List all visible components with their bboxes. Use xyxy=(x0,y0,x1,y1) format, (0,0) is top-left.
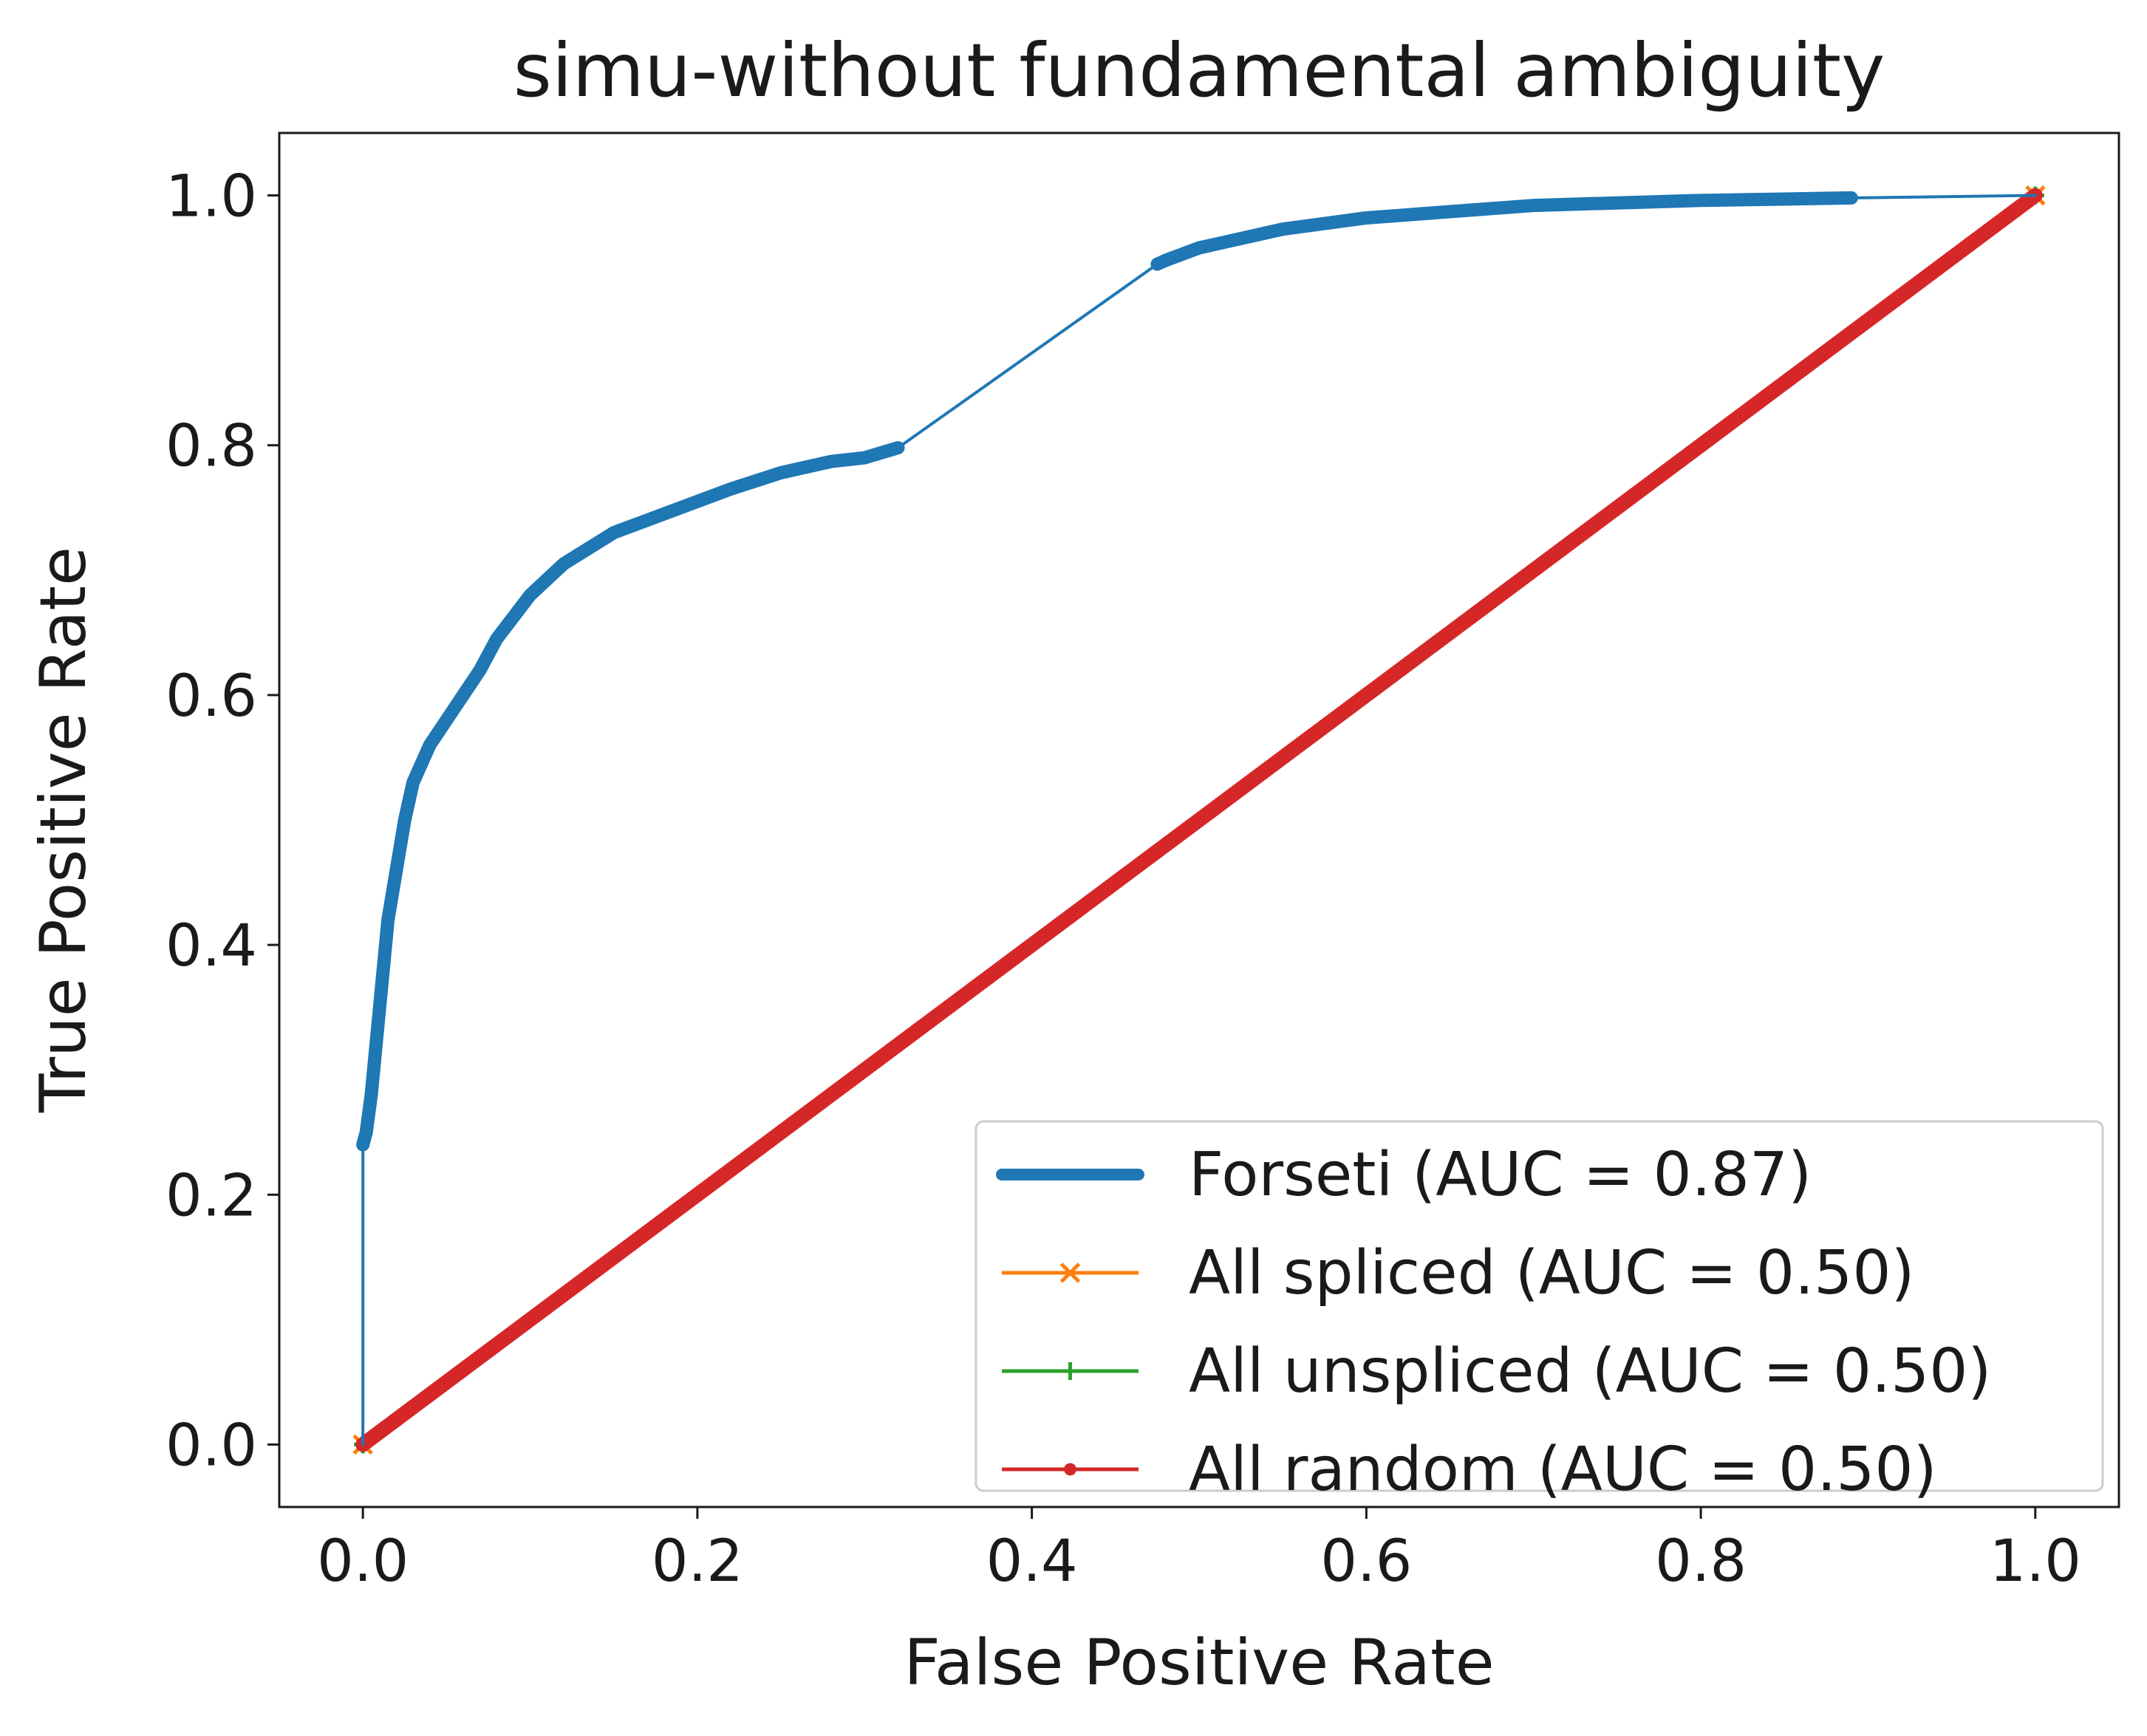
legend-entry: All random (AUC = 0.50) xyxy=(1002,1435,1937,1505)
y-tick-label: 1.0 xyxy=(165,164,257,230)
series-line-dense xyxy=(356,441,905,1152)
y-tick-label: 0.0 xyxy=(165,1412,257,1479)
legend: Forseti (AUC = 0.87) All spliced (AUC = 0… xyxy=(974,1120,2104,1505)
x-tick-label: 0.0 xyxy=(317,1528,409,1595)
legend-entry: All spliced (AUC = 0.50) xyxy=(1002,1238,1914,1308)
chart-title: simu-without fundamental ambiguity xyxy=(513,27,1885,114)
x-tick-label: 0.2 xyxy=(652,1528,743,1595)
series-line xyxy=(355,188,2043,1452)
y-tick-label: 0.4 xyxy=(165,913,257,980)
y-tick-label: 0.6 xyxy=(165,663,257,730)
legend-entry: All unspliced (AUC = 0.50) xyxy=(1002,1336,1991,1407)
x-tick-label: 0.6 xyxy=(1320,1528,1412,1595)
y-tick-label: 0.2 xyxy=(165,1163,257,1229)
legend-label: Forseti (AUC = 0.87) xyxy=(1189,1140,1812,1210)
legend-label: All unspliced (AUC = 0.50) xyxy=(1189,1336,1991,1407)
plus-marker xyxy=(1061,1362,1079,1380)
x-tick-label: 0.8 xyxy=(1655,1528,1747,1595)
legend-label: All spliced (AUC = 0.50) xyxy=(1189,1238,1914,1308)
legend-label: All random (AUC = 0.50) xyxy=(1189,1435,1937,1505)
dot-marker xyxy=(1064,1463,1076,1476)
plot-area: 0.0 0.2 0.4 0.6 0.8 1.0 0.0 0.2 0.4 0.6 0.8 1.0 xyxy=(165,131,2120,1595)
x-axis-label: False Positive Rate xyxy=(904,1626,1494,1700)
series-group xyxy=(352,185,2046,1455)
x-marker xyxy=(1059,1262,1081,1283)
x-tick-label: 1.0 xyxy=(1990,1528,2081,1595)
legend-box xyxy=(974,1120,2104,1492)
series-line-dense xyxy=(1150,191,1858,271)
x-tick-label: 0.4 xyxy=(986,1528,1078,1595)
series-0 xyxy=(356,191,2037,1446)
y-axis-label: True Positive Rate xyxy=(27,547,100,1113)
y-tick-label: 0.8 xyxy=(165,414,257,480)
series-3 xyxy=(355,188,2043,1452)
axes-frame xyxy=(278,131,2120,1508)
legend-entry: Forseti (AUC = 0.87) xyxy=(996,1140,1812,1210)
